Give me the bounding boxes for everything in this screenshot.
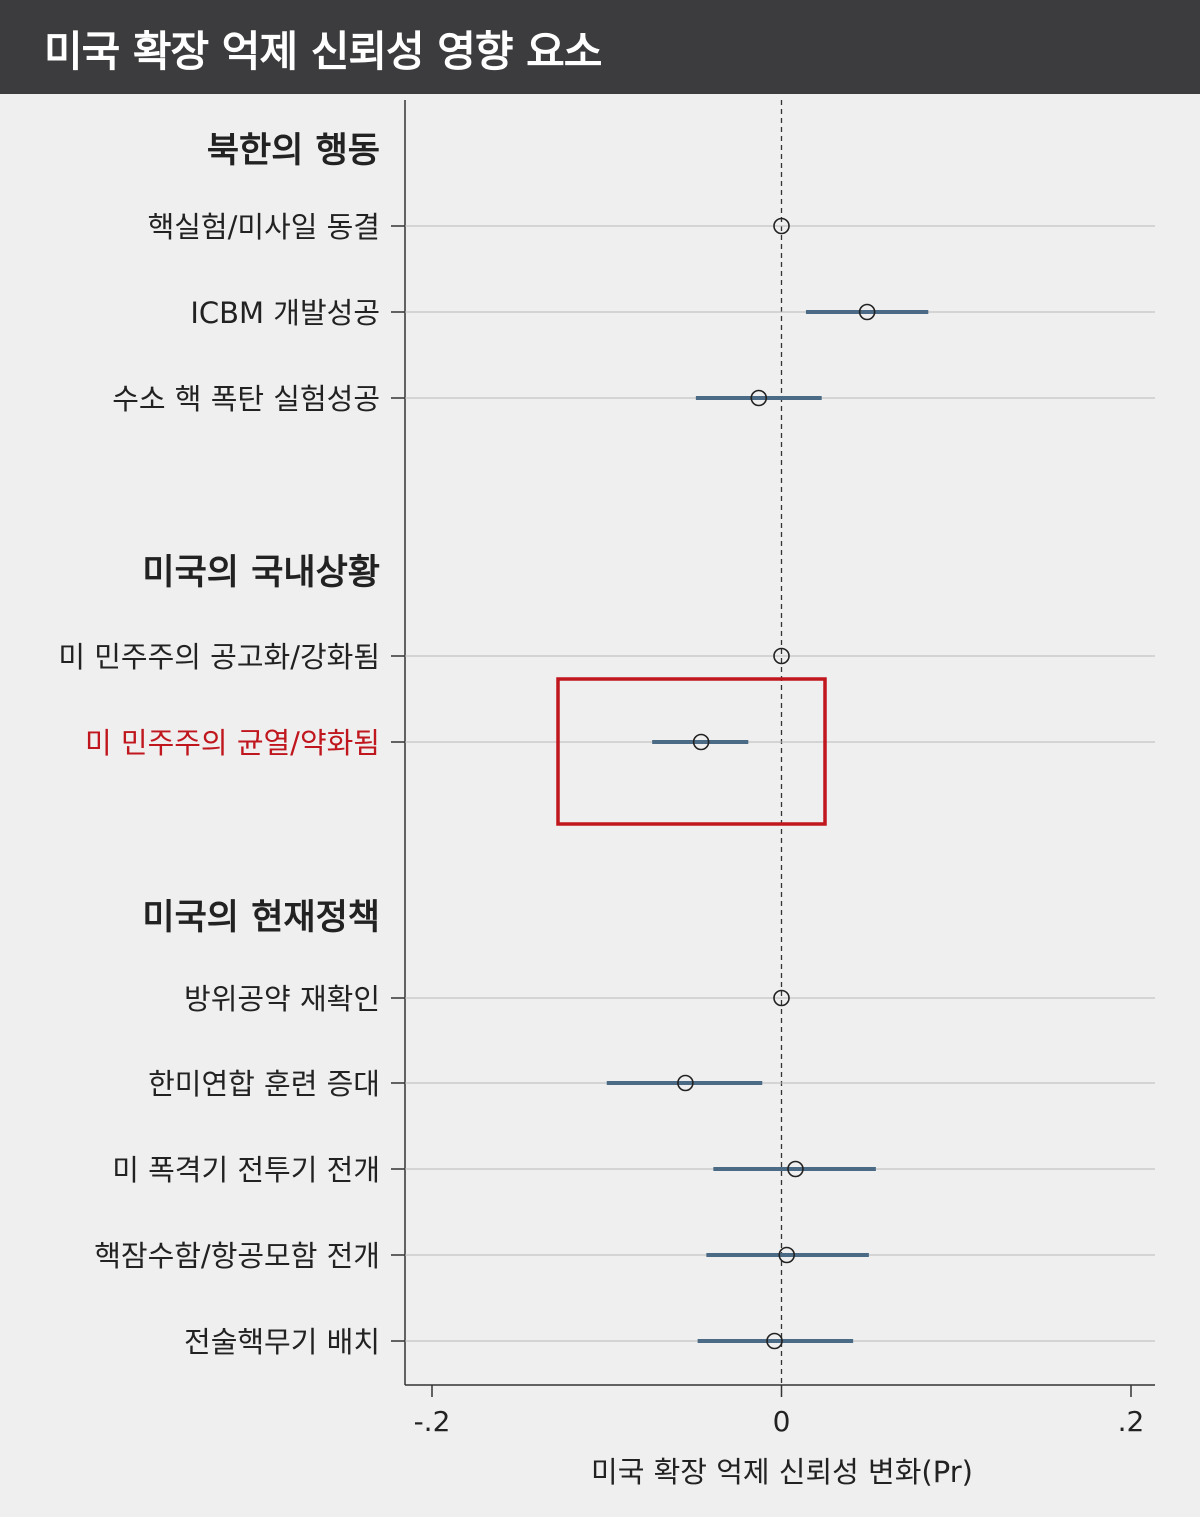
- highlight-box: [556, 677, 827, 826]
- x-tick-label: .2: [1118, 1405, 1145, 1438]
- row-label: 미 민주주의 균열/약화됨: [85, 726, 380, 760]
- group-heading: 미국의 현재정책: [142, 898, 380, 938]
- point-estimate: [773, 647, 790, 665]
- point-estimate: [766, 1332, 783, 1350]
- row-label: 미 폭격기 전투기 전개: [112, 1153, 380, 1187]
- point-estimate: [692, 733, 710, 751]
- title-bar: 미국 확장 억제 신뢰성 영향 요소: [0, 0, 1200, 94]
- point-estimate: [858, 303, 876, 321]
- row-label: 한미연합 훈련 증대: [148, 1067, 380, 1101]
- point-estimate: [787, 1160, 804, 1178]
- x-tick-label: 0: [773, 1405, 791, 1438]
- row-label: ICBM 개발성공: [190, 296, 380, 330]
- row-label: 미 민주주의 공고화/강화됨: [58, 640, 380, 674]
- group-heading: 북한의 행동: [207, 131, 380, 171]
- point-estimate: [773, 989, 790, 1007]
- row-label: 전술핵무기 배치: [184, 1325, 380, 1359]
- x-tick-label: -.2: [414, 1405, 451, 1438]
- row-label: 핵잠수함/항공모함 전개: [94, 1239, 380, 1273]
- point-estimate: [773, 217, 790, 235]
- point-estimate: [778, 1246, 796, 1264]
- group-heading: 미국의 국내상황: [142, 553, 380, 593]
- row-label: 수소 핵 폭탄 실험성공: [112, 382, 380, 416]
- point-estimate: [677, 1074, 694, 1092]
- x-axis-label: 미국 확장 억제 신뢰성 변화(Pr): [591, 1455, 973, 1489]
- point-estimate: [750, 389, 768, 407]
- row-label: 방위공약 재확인: [184, 982, 380, 1016]
- row-label: 핵실험/미사일 동결: [148, 210, 380, 244]
- chart-title: 미국 확장 억제 신뢰성 영향 요소: [44, 27, 602, 76]
